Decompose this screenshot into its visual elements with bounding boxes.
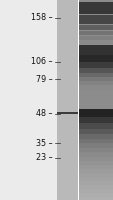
Text: 79 –: 79 –: [36, 74, 53, 84]
Text: 35 –: 35 –: [36, 138, 53, 148]
Text: 48 –: 48 –: [36, 110, 53, 118]
Text: 158 –: 158 –: [31, 14, 53, 22]
Text: 106 –: 106 –: [31, 58, 53, 66]
Text: 23 –: 23 –: [36, 154, 53, 162]
